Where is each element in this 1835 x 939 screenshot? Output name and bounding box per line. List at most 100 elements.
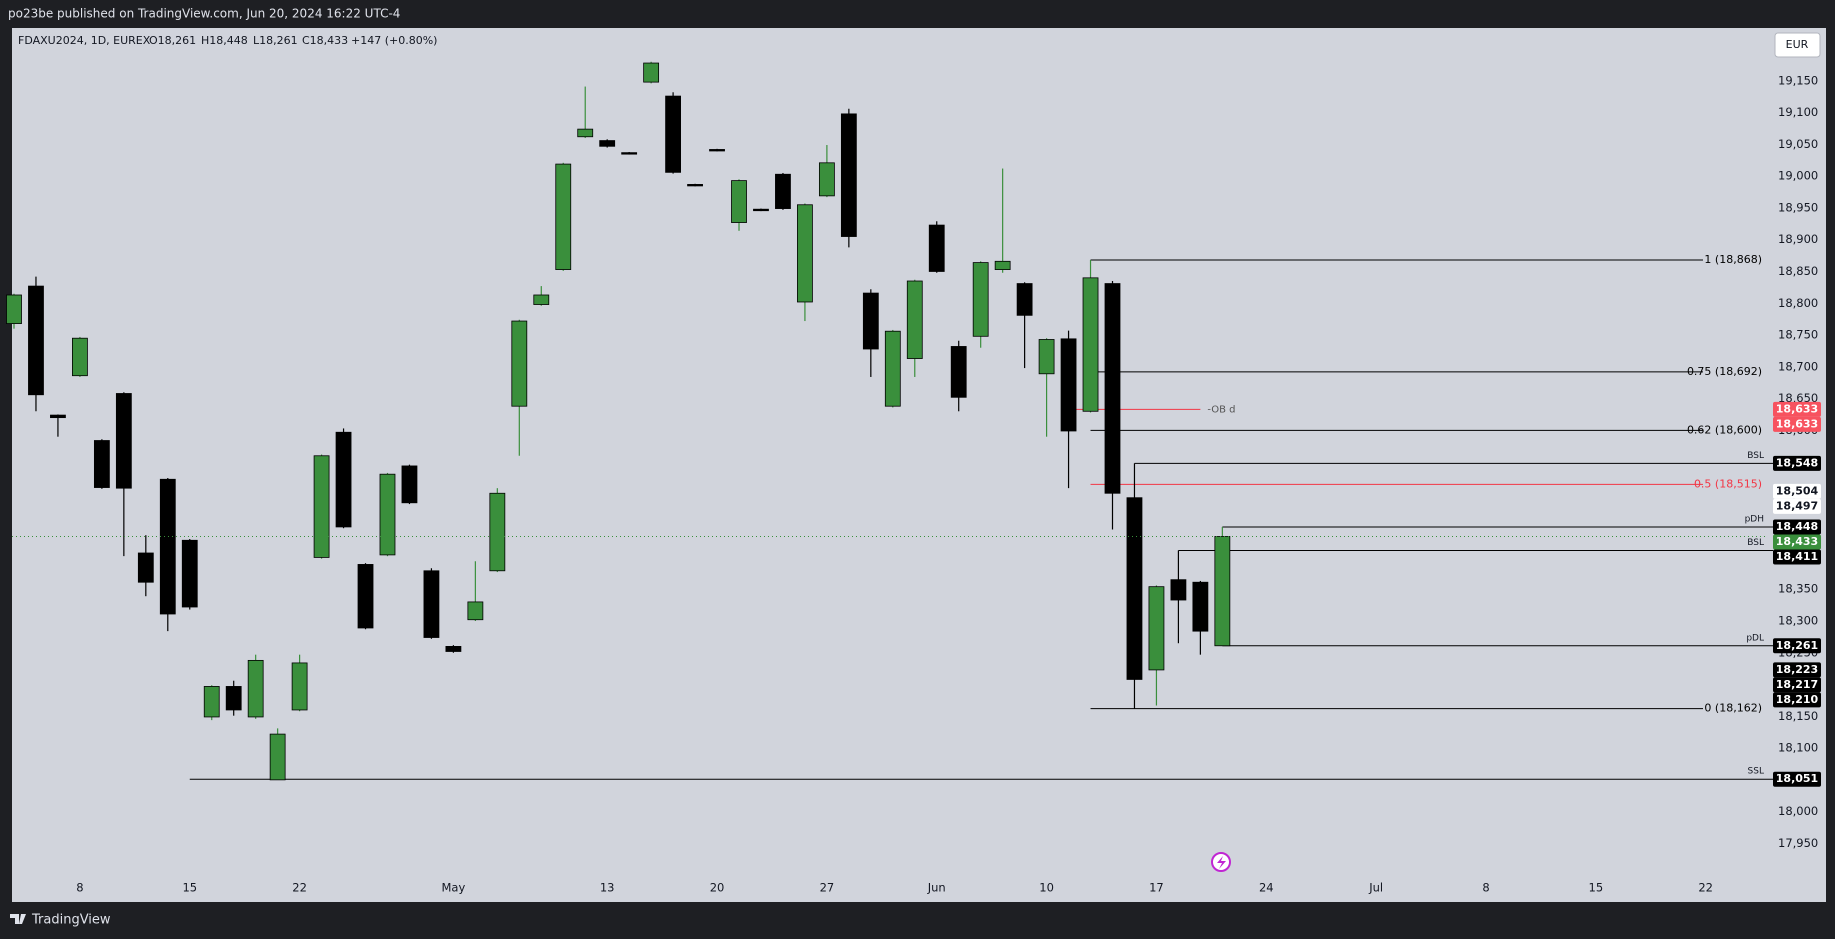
candle-body — [753, 208, 769, 212]
candle-body — [577, 128, 594, 138]
candle-body — [6, 294, 22, 324]
candle-body — [884, 330, 901, 407]
price-label-box — [1773, 549, 1821, 565]
candle-body — [291, 662, 308, 711]
currency[interactable]: EUR — [1786, 38, 1809, 51]
ohlc-high: H18,448 — [201, 34, 248, 47]
price-label-box — [1773, 534, 1821, 550]
y-tick-label: 18,900 — [1778, 232, 1818, 246]
logo — [10, 914, 26, 924]
price-label-box — [1773, 638, 1821, 654]
level-label: 0 (18,162) — [1704, 702, 1762, 715]
candle-body — [1192, 581, 1209, 632]
bottom-bar — [0, 903, 1835, 939]
candle-body — [93, 440, 110, 488]
price-label: 18,497 — [1776, 499, 1818, 512]
y-tick-label: 18,300 — [1778, 613, 1818, 627]
x-tick-label: 22 — [1698, 881, 1713, 895]
candle-body — [1016, 283, 1033, 316]
y-tick-label: 18,750 — [1778, 328, 1818, 342]
price-label: 18,504 — [1776, 484, 1819, 497]
candle-body — [225, 686, 242, 711]
candle-body — [423, 570, 440, 638]
price-label: 18,633 — [1776, 417, 1818, 430]
price-label-box — [1773, 401, 1821, 417]
level-label: 1 (18,868) — [1704, 253, 1762, 266]
candle-body — [203, 686, 220, 718]
x-tick-label: May — [442, 881, 466, 895]
candle-body — [115, 393, 132, 489]
x-tick-label: 20 — [710, 881, 725, 895]
y-tick-label: 18,100 — [1778, 741, 1818, 755]
level-label: -OB d — [1207, 404, 1235, 415]
x-tick-label: 15 — [1589, 881, 1604, 895]
level-label: BSL — [1747, 538, 1764, 548]
candle-body — [1038, 339, 1055, 375]
lightning-glyph — [1217, 856, 1226, 869]
candle-body — [709, 149, 725, 152]
price-label: 18,051 — [1776, 772, 1818, 785]
candle-body — [511, 320, 528, 407]
candle-body — [489, 492, 506, 572]
currency-button[interactable] — [1774, 32, 1821, 58]
candle-body — [687, 184, 703, 187]
price-label: 18,548 — [1776, 456, 1818, 469]
candle-body — [357, 564, 374, 629]
candle-body — [928, 224, 945, 272]
level-label: 0.75 (18,692) — [1687, 365, 1762, 378]
change: +147 (+0.80%) — [351, 34, 437, 47]
x-tick-label: 13 — [600, 881, 615, 895]
candle-body — [643, 62, 660, 83]
x-tick-label: 22 — [292, 881, 307, 895]
ohlc-close: C18,433 — [302, 34, 348, 47]
candle-body — [269, 733, 286, 781]
ohlc-open: O18,261 — [149, 34, 196, 47]
ohlc-low: L18,261 — [253, 34, 298, 47]
candle-body — [313, 455, 330, 558]
price-label-box — [1773, 483, 1821, 499]
candle-body — [445, 646, 462, 652]
candle-body — [994, 260, 1011, 270]
y-tick-label: 18,700 — [1778, 359, 1818, 373]
candle-body — [247, 659, 264, 718]
price-label-box — [1773, 692, 1821, 708]
candle-body — [950, 346, 967, 398]
candle-body — [467, 601, 484, 621]
price-label-box — [1773, 416, 1821, 432]
candle-body — [1126, 497, 1143, 680]
level-label: 0.62 (18,600) — [1687, 423, 1762, 436]
y-tick-label: 18,850 — [1778, 264, 1818, 278]
candle-body — [840, 113, 857, 237]
x-tick-label: 8 — [76, 881, 83, 895]
candle-body — [1148, 586, 1165, 671]
y-tick-label: 18,800 — [1778, 296, 1818, 310]
candle-body — [1060, 338, 1077, 432]
candle-body — [775, 173, 791, 209]
level-label: 0.5 (18,515) — [1694, 477, 1762, 490]
candle-body — [1104, 283, 1121, 494]
candle-body — [533, 294, 550, 305]
candle-body — [401, 465, 418, 504]
y-tick-label: 19,050 — [1778, 137, 1818, 151]
symbol: FDAXU2024, 1D, EUREX — [18, 34, 151, 47]
candle-body — [555, 163, 572, 270]
candle-body — [379, 473, 396, 556]
candle-body — [599, 140, 616, 147]
y-tick-label: 18,650 — [1778, 391, 1818, 405]
candle-body — [137, 552, 154, 583]
candle-body — [159, 478, 176, 615]
price-label-box — [1773, 519, 1821, 535]
y-tick-label: 19,100 — [1778, 105, 1818, 119]
x-tick-label: Jun — [927, 881, 946, 895]
candle-body — [797, 204, 813, 303]
level-label: SSL — [1748, 767, 1764, 777]
price-label: 18,448 — [1776, 520, 1818, 533]
candle-body — [335, 431, 352, 528]
price-label: 18,411 — [1776, 550, 1818, 563]
x-tick-label: 24 — [1259, 881, 1274, 895]
candle-body — [1214, 536, 1231, 647]
price-label: 18,261 — [1776, 639, 1818, 652]
x-tick-label: 27 — [820, 881, 835, 895]
candle-body — [862, 292, 879, 350]
